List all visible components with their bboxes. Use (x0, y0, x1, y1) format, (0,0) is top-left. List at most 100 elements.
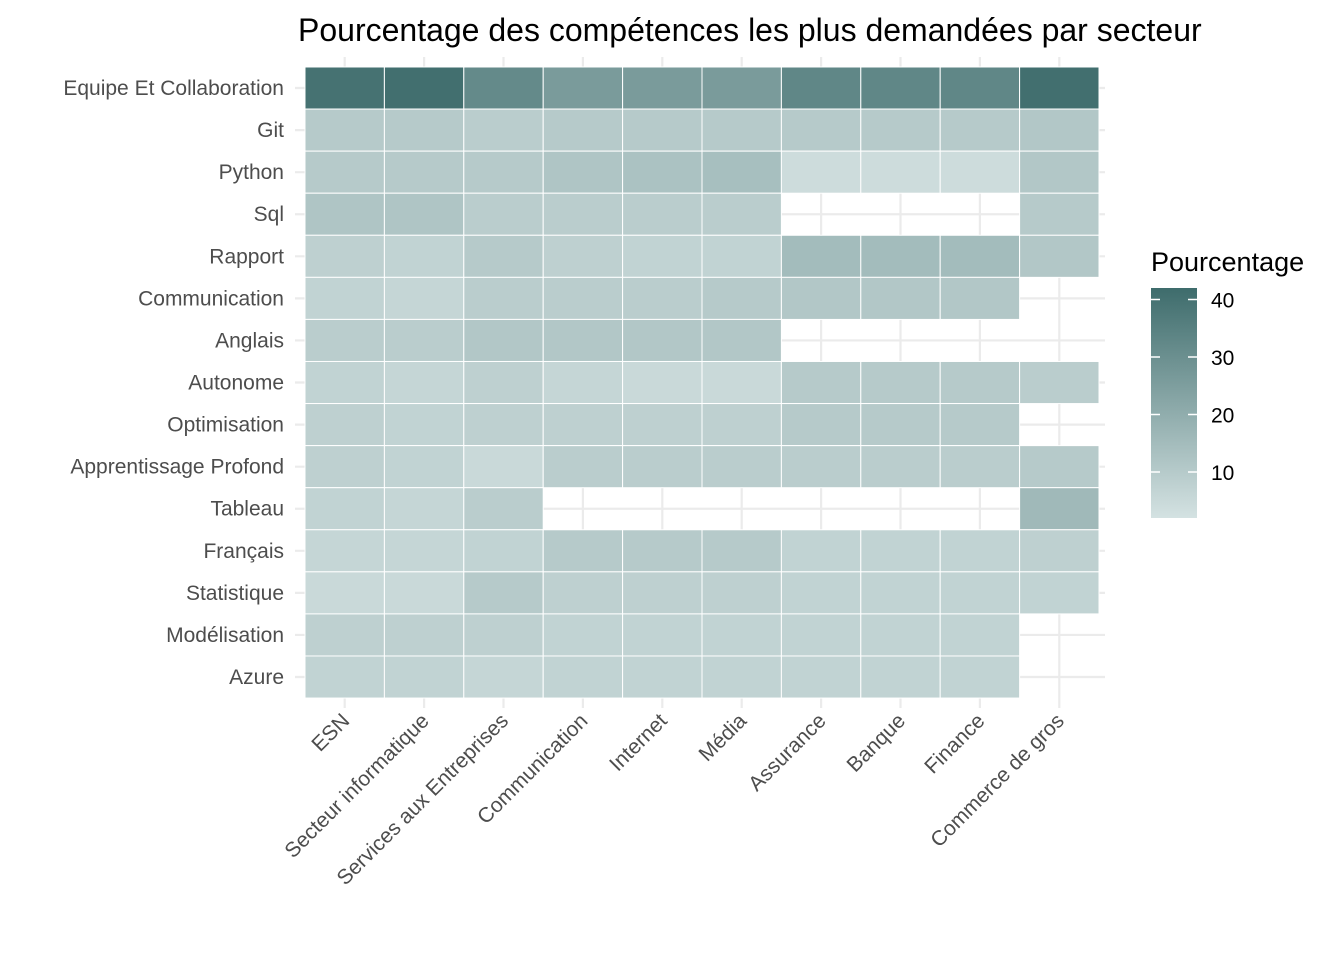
heatmap-cell (304, 487, 385, 531)
y-axis-labels: Equipe Et Collaboration Git Python Sql Rappo… (63, 77, 284, 689)
heatmap-cell (463, 487, 544, 531)
heatmap-cell (701, 655, 782, 699)
heatmap-cell (1019, 108, 1100, 152)
heatmap-cell (304, 571, 385, 615)
legend-tick-label: 40 (1211, 290, 1234, 313)
heatmap-cell (463, 445, 544, 489)
heatmap-cell (860, 403, 941, 447)
heatmap-cell (304, 150, 385, 194)
heatmap-cell (463, 613, 544, 657)
y-tick-label: Equipe Et Collaboration (63, 77, 284, 100)
x-tick-label: Banque (843, 709, 910, 776)
heatmap-cell (1019, 571, 1100, 615)
heatmap-cell (542, 66, 624, 110)
heatmap-cell (304, 445, 385, 489)
heatmap-cell (383, 276, 465, 320)
heatmap-cell (542, 150, 624, 194)
legend-color-bar (1151, 288, 1197, 518)
legend-tick-label: 10 (1211, 462, 1234, 485)
heatmap-cell (860, 445, 941, 489)
heatmap-cell (383, 571, 465, 615)
heatmap-cell (860, 360, 941, 405)
y-tick-label: Tableau (210, 498, 284, 521)
heatmap-cell (939, 276, 1021, 320)
heatmap-cell (1019, 487, 1100, 531)
heatmap-cell (463, 66, 544, 110)
chart-title: Pourcentage des compétences les plus dem… (298, 12, 1202, 48)
y-tick-label: Français (203, 540, 284, 563)
heatmap-cell (542, 655, 624, 699)
heatmap-cell (383, 487, 465, 531)
heatmap-cell (304, 318, 385, 362)
heatmap-cell (383, 234, 465, 278)
heatmap-cell (304, 192, 385, 236)
heatmap-cell (304, 655, 385, 699)
y-tick-label: Python (219, 161, 284, 184)
heatmap-cell (622, 234, 703, 278)
heatmap-cell (780, 571, 862, 615)
heatmap-cell (622, 655, 703, 699)
heatmap-cell (622, 360, 703, 405)
heatmap-cell (1019, 360, 1100, 405)
heatmap-cell (622, 318, 703, 362)
heatmap-cell (383, 66, 465, 110)
heatmap-cell (1019, 66, 1100, 110)
heatmap-cell (939, 613, 1021, 657)
heatmap-cell (939, 360, 1021, 405)
y-tick-label: Azure (229, 666, 284, 689)
heatmap-cell (780, 360, 862, 405)
heatmap-cells (304, 66, 1100, 699)
y-tick-label: Anglais (215, 329, 284, 352)
heatmap-cell (860, 66, 941, 110)
heatmap-cell (939, 403, 1021, 447)
heatmap-cell (939, 234, 1021, 278)
legend: Pourcentage 10 20 30 40 (1151, 247, 1304, 518)
heatmap-cell (383, 360, 465, 405)
heatmap-cell (939, 571, 1021, 615)
x-tick-label: Secteur informatique (280, 709, 433, 862)
heatmap-cell (622, 108, 703, 152)
heatmap-cell (304, 529, 385, 573)
heatmap-cell (622, 613, 703, 657)
heatmap-cell (780, 445, 862, 489)
heatmap-cell (304, 613, 385, 657)
heatmap-cell (860, 108, 941, 152)
x-tick-label: Média (695, 709, 752, 766)
heatmap-cell (860, 276, 941, 320)
heatmap-cell (383, 108, 465, 152)
heatmap-cell (701, 613, 782, 657)
heatmap-cell (463, 529, 544, 573)
x-tick-label: Internet (605, 709, 672, 776)
heatmap-cell (304, 66, 385, 110)
heatmap-cell (780, 234, 862, 278)
heatmap-cell (542, 360, 624, 405)
heatmap-cell (860, 150, 941, 194)
x-tick-label: Finance (920, 709, 989, 778)
heatmap-cell (542, 234, 624, 278)
heatmap-cell (860, 234, 941, 278)
heatmap-cell (622, 445, 703, 489)
heatmap-cell (542, 613, 624, 657)
heatmap-cell (542, 571, 624, 615)
y-tick-label: Modélisation (166, 624, 284, 647)
heatmap-cell (939, 108, 1021, 152)
heatmap-cell (383, 445, 465, 489)
heatmap-cell (622, 571, 703, 615)
heatmap-cell (463, 360, 544, 405)
heatmap-cell (304, 276, 385, 320)
legend-tick-label: 20 (1211, 405, 1234, 428)
heatmap-cell (304, 108, 385, 152)
heatmap-cell (622, 66, 703, 110)
heatmap-cell (780, 66, 862, 110)
heatmap-cell (542, 445, 624, 489)
heatmap-cell (939, 150, 1021, 194)
heatmap-cell (701, 108, 782, 152)
heatmap-cell (1019, 529, 1100, 573)
heatmap-cell (701, 150, 782, 194)
heatmap-cell (780, 276, 862, 320)
y-tick-label: Optimisation (167, 414, 284, 437)
heatmap-cell (701, 318, 782, 362)
heatmap-cell (463, 276, 544, 320)
